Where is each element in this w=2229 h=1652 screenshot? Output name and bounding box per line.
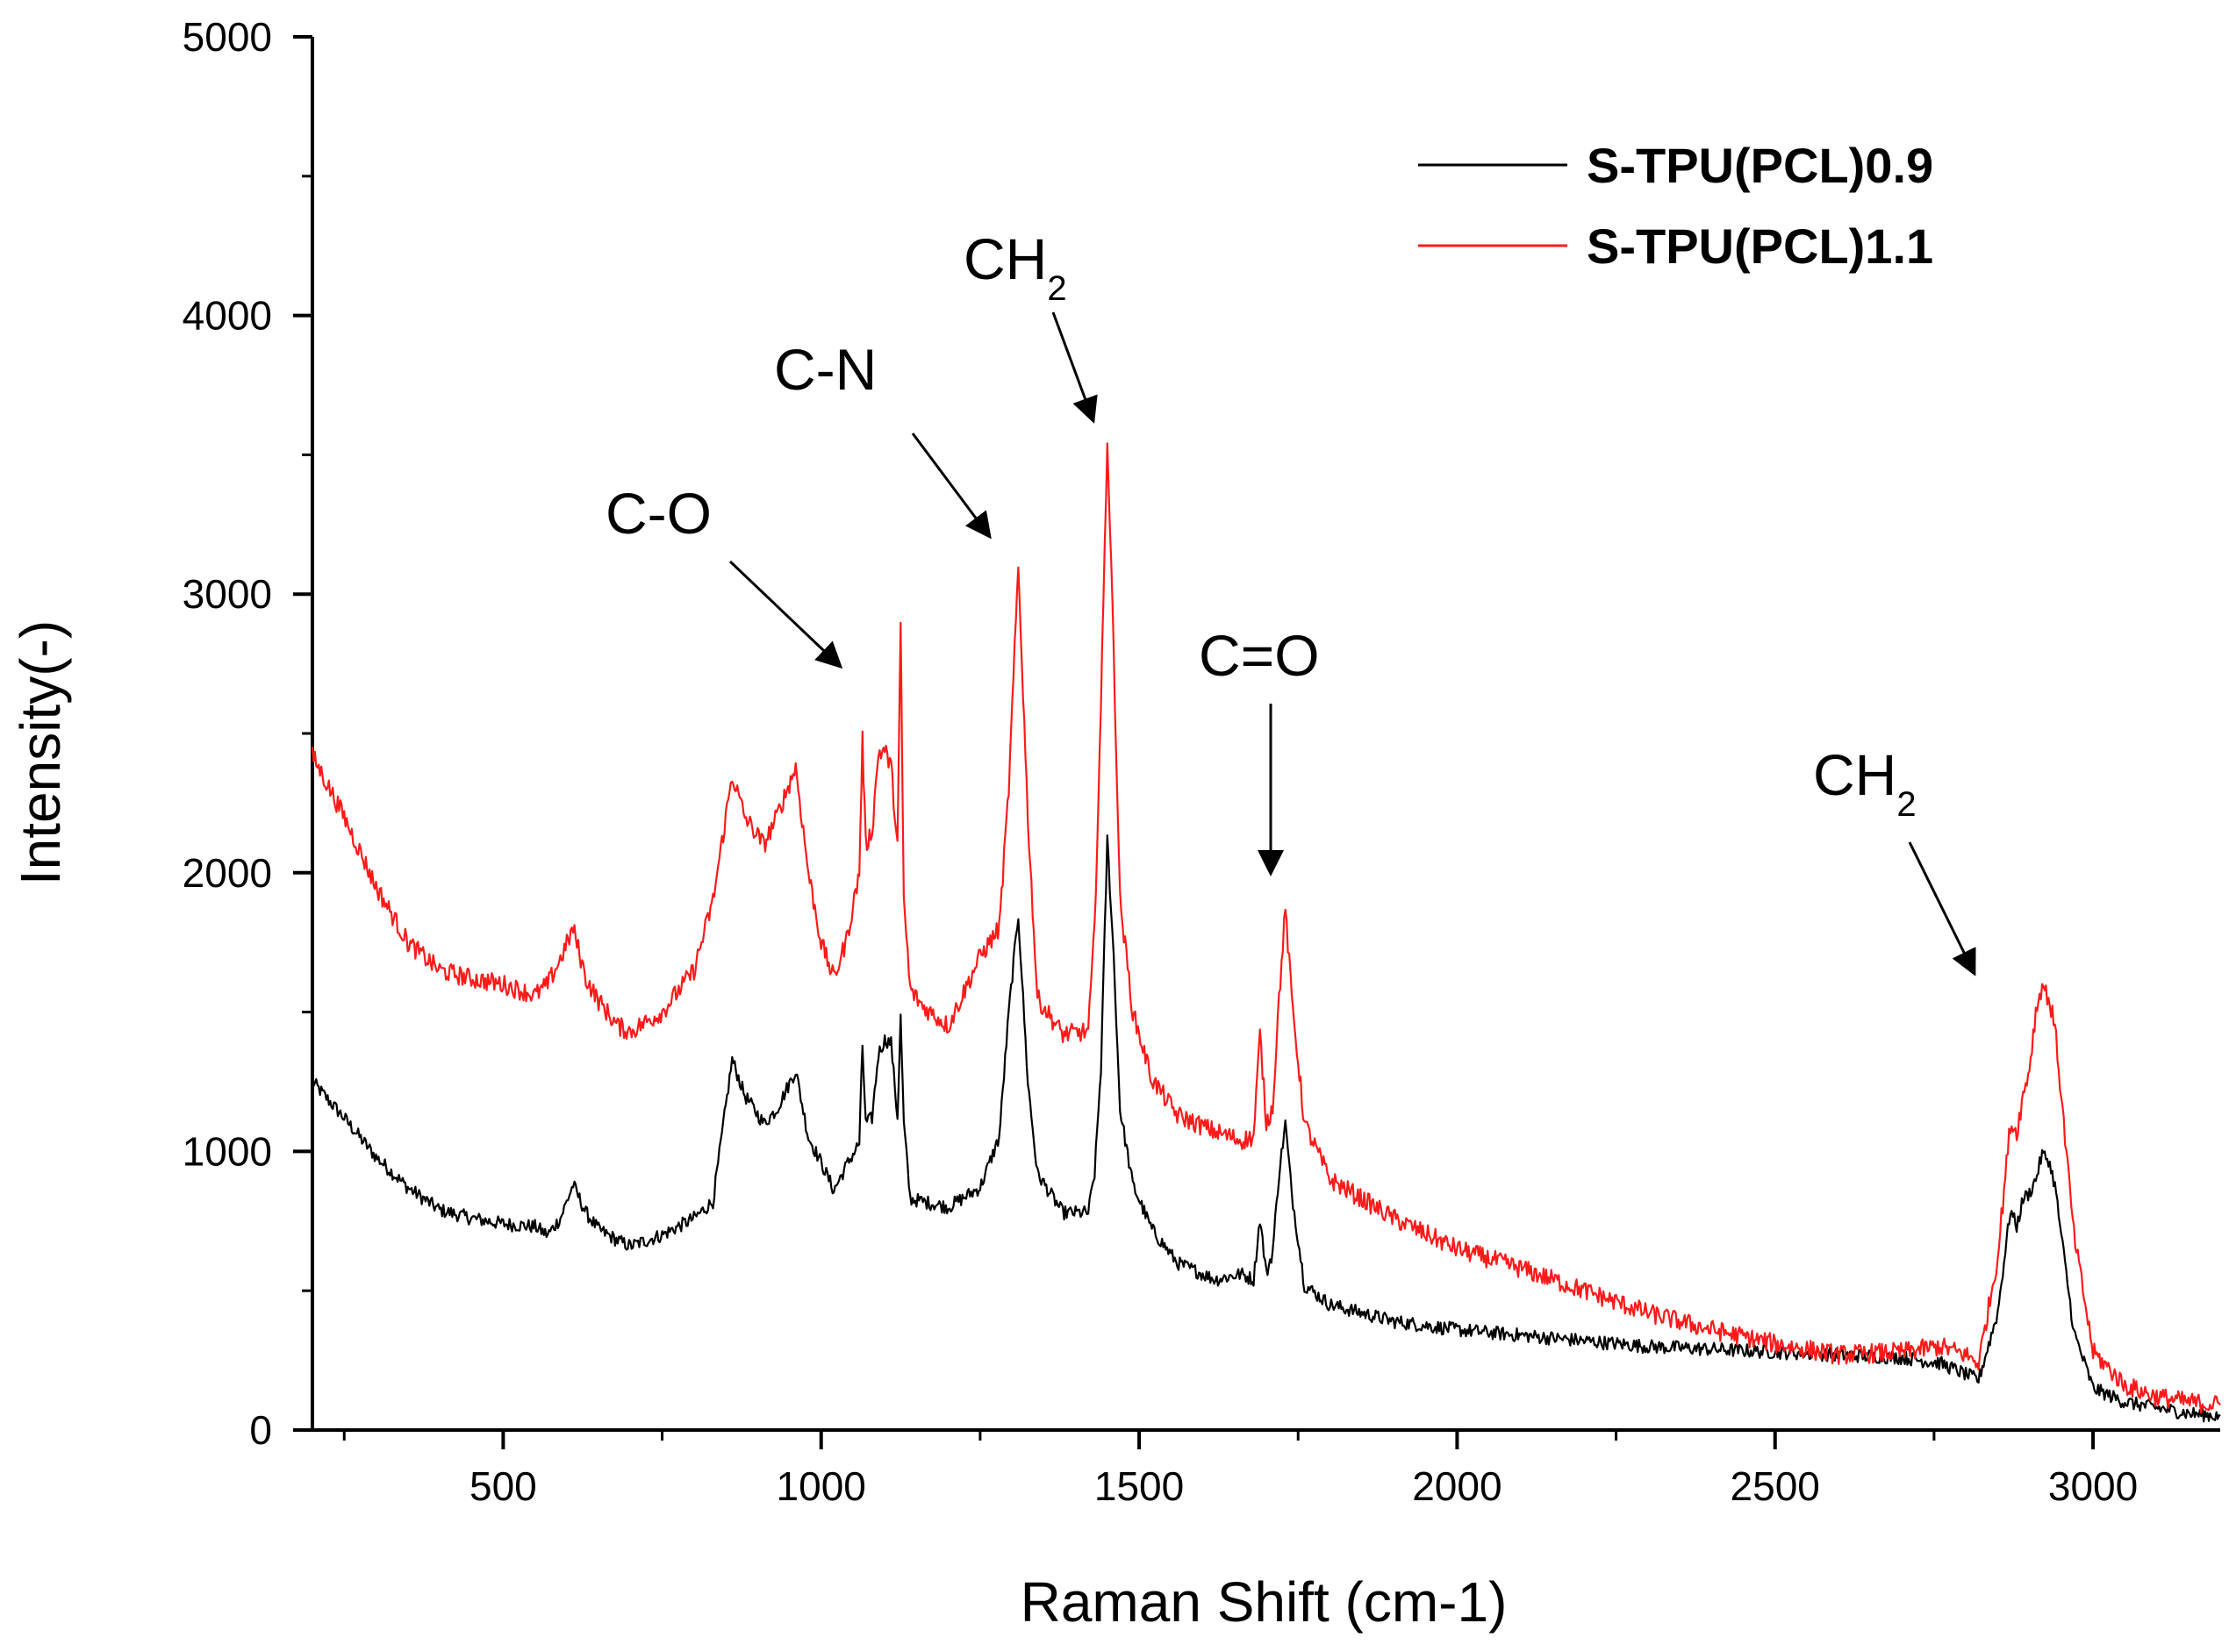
series-layer	[311, 442, 2221, 1423]
annotation-ch2-arrow-1	[1051, 311, 1098, 424]
y-tick-label: 4000	[183, 293, 272, 339]
annotation-c-n-label: C-N	[774, 337, 877, 402]
annotation-c-o-label: C-O	[606, 481, 712, 546]
legend-label-series-2: S-TPU(PCL)1.1	[1587, 218, 1933, 274]
x-tick-label: 500	[469, 1463, 537, 1509]
y-axis-ticks: 0 1000 2000 3000 4000 5000	[183, 14, 312, 1453]
legend: S-TPU(PCL)0.9 S-TPU(PCL)1.1	[1418, 138, 1933, 274]
annotation-ch2-label-1: CH2	[964, 226, 1067, 308]
series-line-1	[311, 834, 2221, 1423]
y-tick-label: 5000	[183, 14, 272, 60]
annotation-c-double-o-label: C=O	[1199, 623, 1320, 688]
x-tick-label: 2000	[1412, 1463, 1502, 1509]
x-tick-label: 1500	[1094, 1463, 1184, 1509]
annotations: C-O C-N CH2 C=O CH2	[606, 226, 1976, 976]
y-axis-title: Intensity(-)	[9, 620, 72, 885]
x-axis-title: Raman Shift (cm-1)	[1021, 1570, 1508, 1634]
y-tick-label: 1000	[183, 1128, 272, 1174]
x-axis-ticks: 500 1000 1500 2000 2500 3000	[342, 1430, 2138, 1509]
annotation-ch2-label-2: CH2	[1813, 742, 1917, 824]
y-tick-label: 2000	[183, 850, 272, 896]
series-line-2	[311, 442, 2221, 1414]
y-tick-label: 0	[249, 1407, 272, 1453]
x-tick-label: 2500	[1731, 1463, 1820, 1509]
plot-area	[311, 37, 2220, 1432]
x-tick-label: 3000	[2048, 1463, 2138, 1509]
legend-label-series-1: S-TPU(PCL)0.9	[1587, 138, 1933, 193]
annotation-ch2-arrow-2	[1908, 841, 1976, 976]
annotation-c-n-arrow	[911, 433, 992, 540]
annotation-c-o-arrow	[728, 560, 843, 669]
x-tick-label: 1000	[777, 1463, 866, 1509]
y-tick-label: 3000	[183, 571, 272, 617]
